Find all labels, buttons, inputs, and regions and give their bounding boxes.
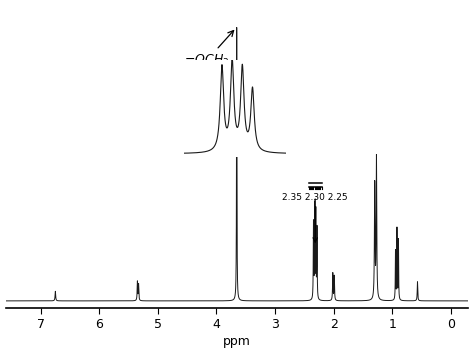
Text: $-OCH_3$: $-OCH_3$ [184, 30, 234, 68]
X-axis label: ppm: ppm [223, 335, 251, 348]
Text: 2.35 2.30 2.25: 2.35 2.30 2.25 [283, 193, 348, 202]
